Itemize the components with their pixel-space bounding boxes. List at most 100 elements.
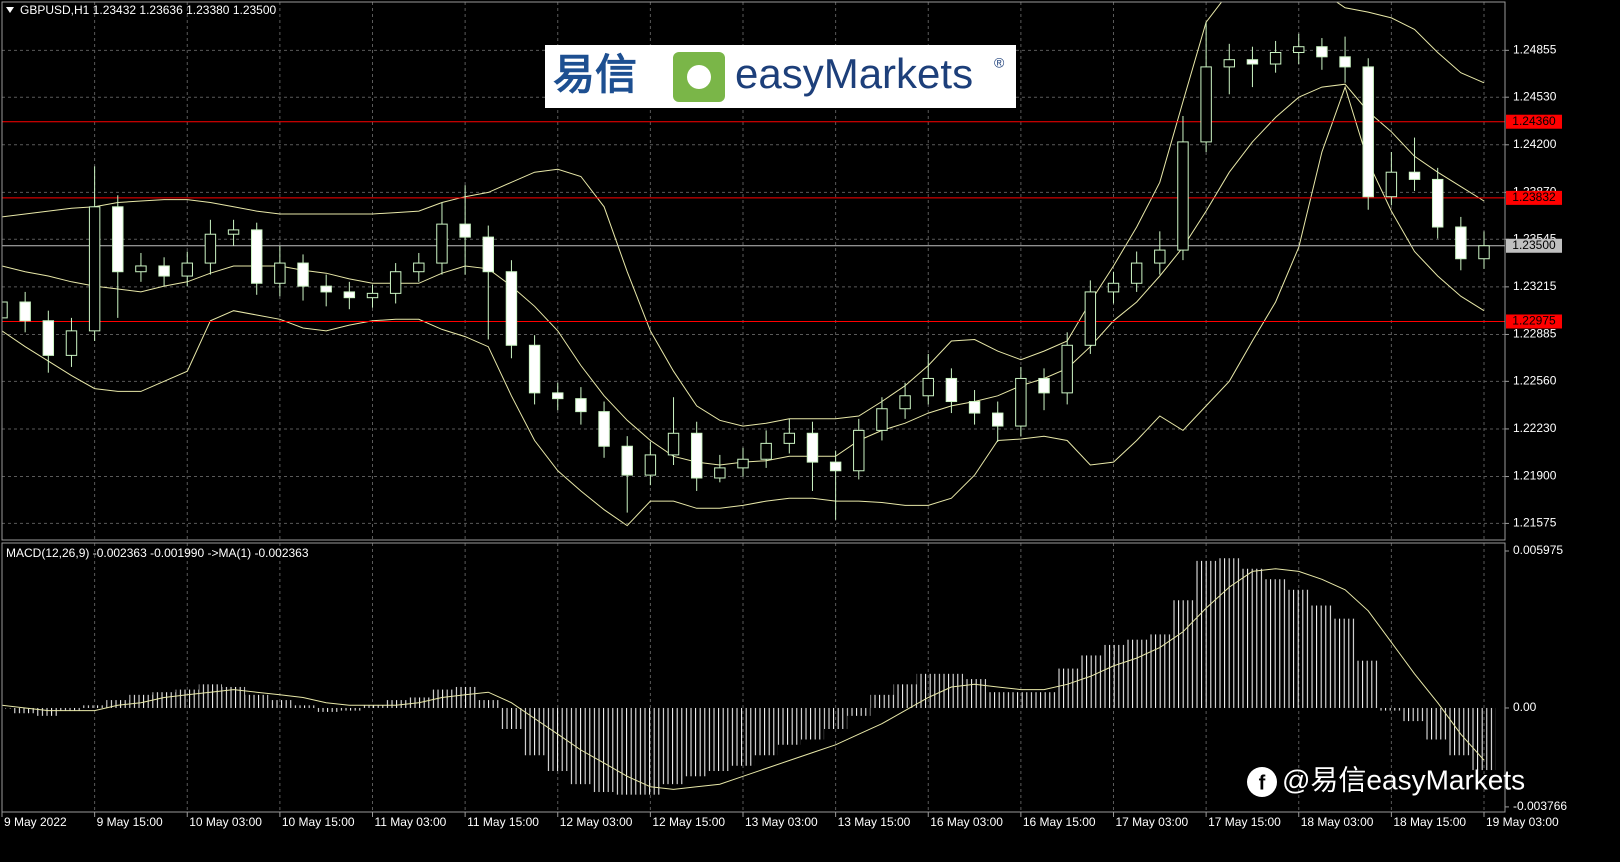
logo-reg: ® bbox=[994, 55, 1005, 71]
candle-body bbox=[1455, 226, 1467, 260]
macd-bar bbox=[291, 705, 315, 708]
candle-body bbox=[274, 262, 286, 284]
macd-bar bbox=[777, 707, 801, 745]
candle-body bbox=[1200, 66, 1212, 143]
candle-body bbox=[1385, 171, 1398, 198]
candle-body bbox=[1316, 46, 1328, 58]
macd-bar bbox=[870, 694, 894, 708]
candle-body bbox=[343, 291, 356, 299]
candle-body bbox=[158, 265, 170, 277]
candle-body bbox=[829, 461, 842, 472]
candle-body bbox=[737, 458, 749, 469]
x-tick-label: 18 May 15:00 bbox=[1393, 815, 1466, 829]
macd-bar bbox=[1287, 589, 1311, 708]
candle-body bbox=[1293, 46, 1305, 53]
macd-bar bbox=[800, 707, 825, 740]
macd-bar bbox=[1333, 618, 1357, 708]
macd-bar bbox=[83, 705, 107, 708]
candle-body bbox=[320, 285, 332, 293]
y-tick-label: 1.21900 bbox=[1513, 469, 1557, 483]
macd-bar bbox=[476, 700, 500, 708]
macd-bar bbox=[1125, 639, 1149, 708]
macd-bar bbox=[268, 700, 292, 708]
candle-body bbox=[528, 344, 541, 394]
price-level-label: 1.22975 bbox=[1512, 314, 1556, 328]
macd-bar bbox=[754, 707, 778, 756]
candle-body bbox=[251, 229, 263, 284]
macd-frame bbox=[1, 542, 1506, 813]
candle-body bbox=[1061, 344, 1073, 394]
axes: 1.248551.245301.242001.238701.235451.232… bbox=[1, 42, 1567, 829]
macd-bar bbox=[592, 707, 616, 793]
x-tick-label: 10 May 03:00 bbox=[189, 815, 262, 829]
macd-bar bbox=[59, 707, 84, 711]
candle-body bbox=[1408, 171, 1421, 180]
macd-bar bbox=[1379, 707, 1403, 711]
x-tick-label: 11 May 15:00 bbox=[467, 815, 539, 829]
candle-body bbox=[389, 271, 402, 294]
macd-bar bbox=[1449, 707, 1473, 756]
candle-body bbox=[436, 223, 448, 264]
logo-box bbox=[545, 45, 1016, 108]
macd-bar bbox=[499, 707, 524, 729]
macd-bar bbox=[1148, 634, 1172, 708]
candle-body bbox=[181, 262, 193, 277]
candle-body bbox=[783, 432, 796, 444]
candle-body bbox=[204, 233, 217, 264]
candle-body bbox=[621, 445, 633, 476]
macd-bar bbox=[708, 707, 732, 772]
macd-bar bbox=[638, 707, 662, 795]
candle-body bbox=[922, 377, 934, 397]
macd-bar bbox=[384, 700, 408, 708]
macd-bar bbox=[939, 673, 963, 708]
macd-bar bbox=[314, 707, 338, 712]
y-tick-label: 1.24855 bbox=[1513, 42, 1557, 56]
macd-bar bbox=[337, 707, 361, 711]
x-tick-label: 17 May 03:00 bbox=[1116, 815, 1189, 829]
candle-body bbox=[1107, 282, 1120, 293]
macd-bar bbox=[1032, 692, 1056, 708]
macd-bar bbox=[986, 692, 1010, 708]
macd-bar bbox=[916, 673, 940, 708]
macd-bar bbox=[2, 707, 14, 709]
candle-body bbox=[968, 401, 981, 414]
price-level-label: 1.24360 bbox=[1512, 114, 1556, 128]
macd-bar bbox=[661, 707, 686, 785]
candle-body bbox=[1246, 59, 1259, 65]
macd-bar bbox=[546, 707, 570, 772]
macd-bar bbox=[36, 707, 60, 716]
macd-bar bbox=[1472, 707, 1496, 771]
collapse-icon[interactable] bbox=[6, 7, 14, 13]
candle-body bbox=[42, 320, 55, 356]
candle-body bbox=[598, 411, 610, 447]
candle-body bbox=[690, 432, 703, 479]
x-tick-label: 12 May 03:00 bbox=[560, 815, 633, 829]
bollinger-upper bbox=[2, 2, 1485, 427]
price-level-tag bbox=[1506, 114, 1562, 129]
candle-body bbox=[1084, 291, 1097, 346]
x-tick-label: 19 May 03:00 bbox=[1486, 815, 1559, 829]
macd-bar bbox=[360, 705, 385, 708]
x-tick-label: 9 May 2022 bbox=[4, 815, 67, 829]
macd-bar bbox=[1310, 605, 1334, 708]
candle-body bbox=[899, 395, 911, 410]
macd-bar bbox=[1009, 692, 1033, 708]
macd-bar bbox=[1194, 560, 1218, 708]
candle-body bbox=[1130, 262, 1143, 284]
candle-body bbox=[575, 398, 587, 413]
candle-body bbox=[459, 223, 471, 238]
price-level-tag bbox=[1506, 238, 1562, 253]
macd-bar bbox=[1055, 668, 1079, 708]
logo-dot bbox=[687, 65, 711, 89]
x-tick-label: 11 May 03:00 bbox=[375, 815, 447, 829]
candle-body bbox=[19, 301, 31, 322]
bollinger-lower bbox=[2, 85, 1485, 527]
macd-bar bbox=[152, 692, 176, 708]
watermark-text: @易信easyMarkets bbox=[1282, 764, 1525, 795]
y-tick-label: 1.23215 bbox=[1513, 279, 1557, 293]
macd-bar bbox=[221, 686, 246, 708]
candle-body bbox=[1015, 377, 1027, 427]
macd-bar bbox=[1171, 600, 1195, 708]
x-tick-label: 18 May 03:00 bbox=[1301, 815, 1374, 829]
